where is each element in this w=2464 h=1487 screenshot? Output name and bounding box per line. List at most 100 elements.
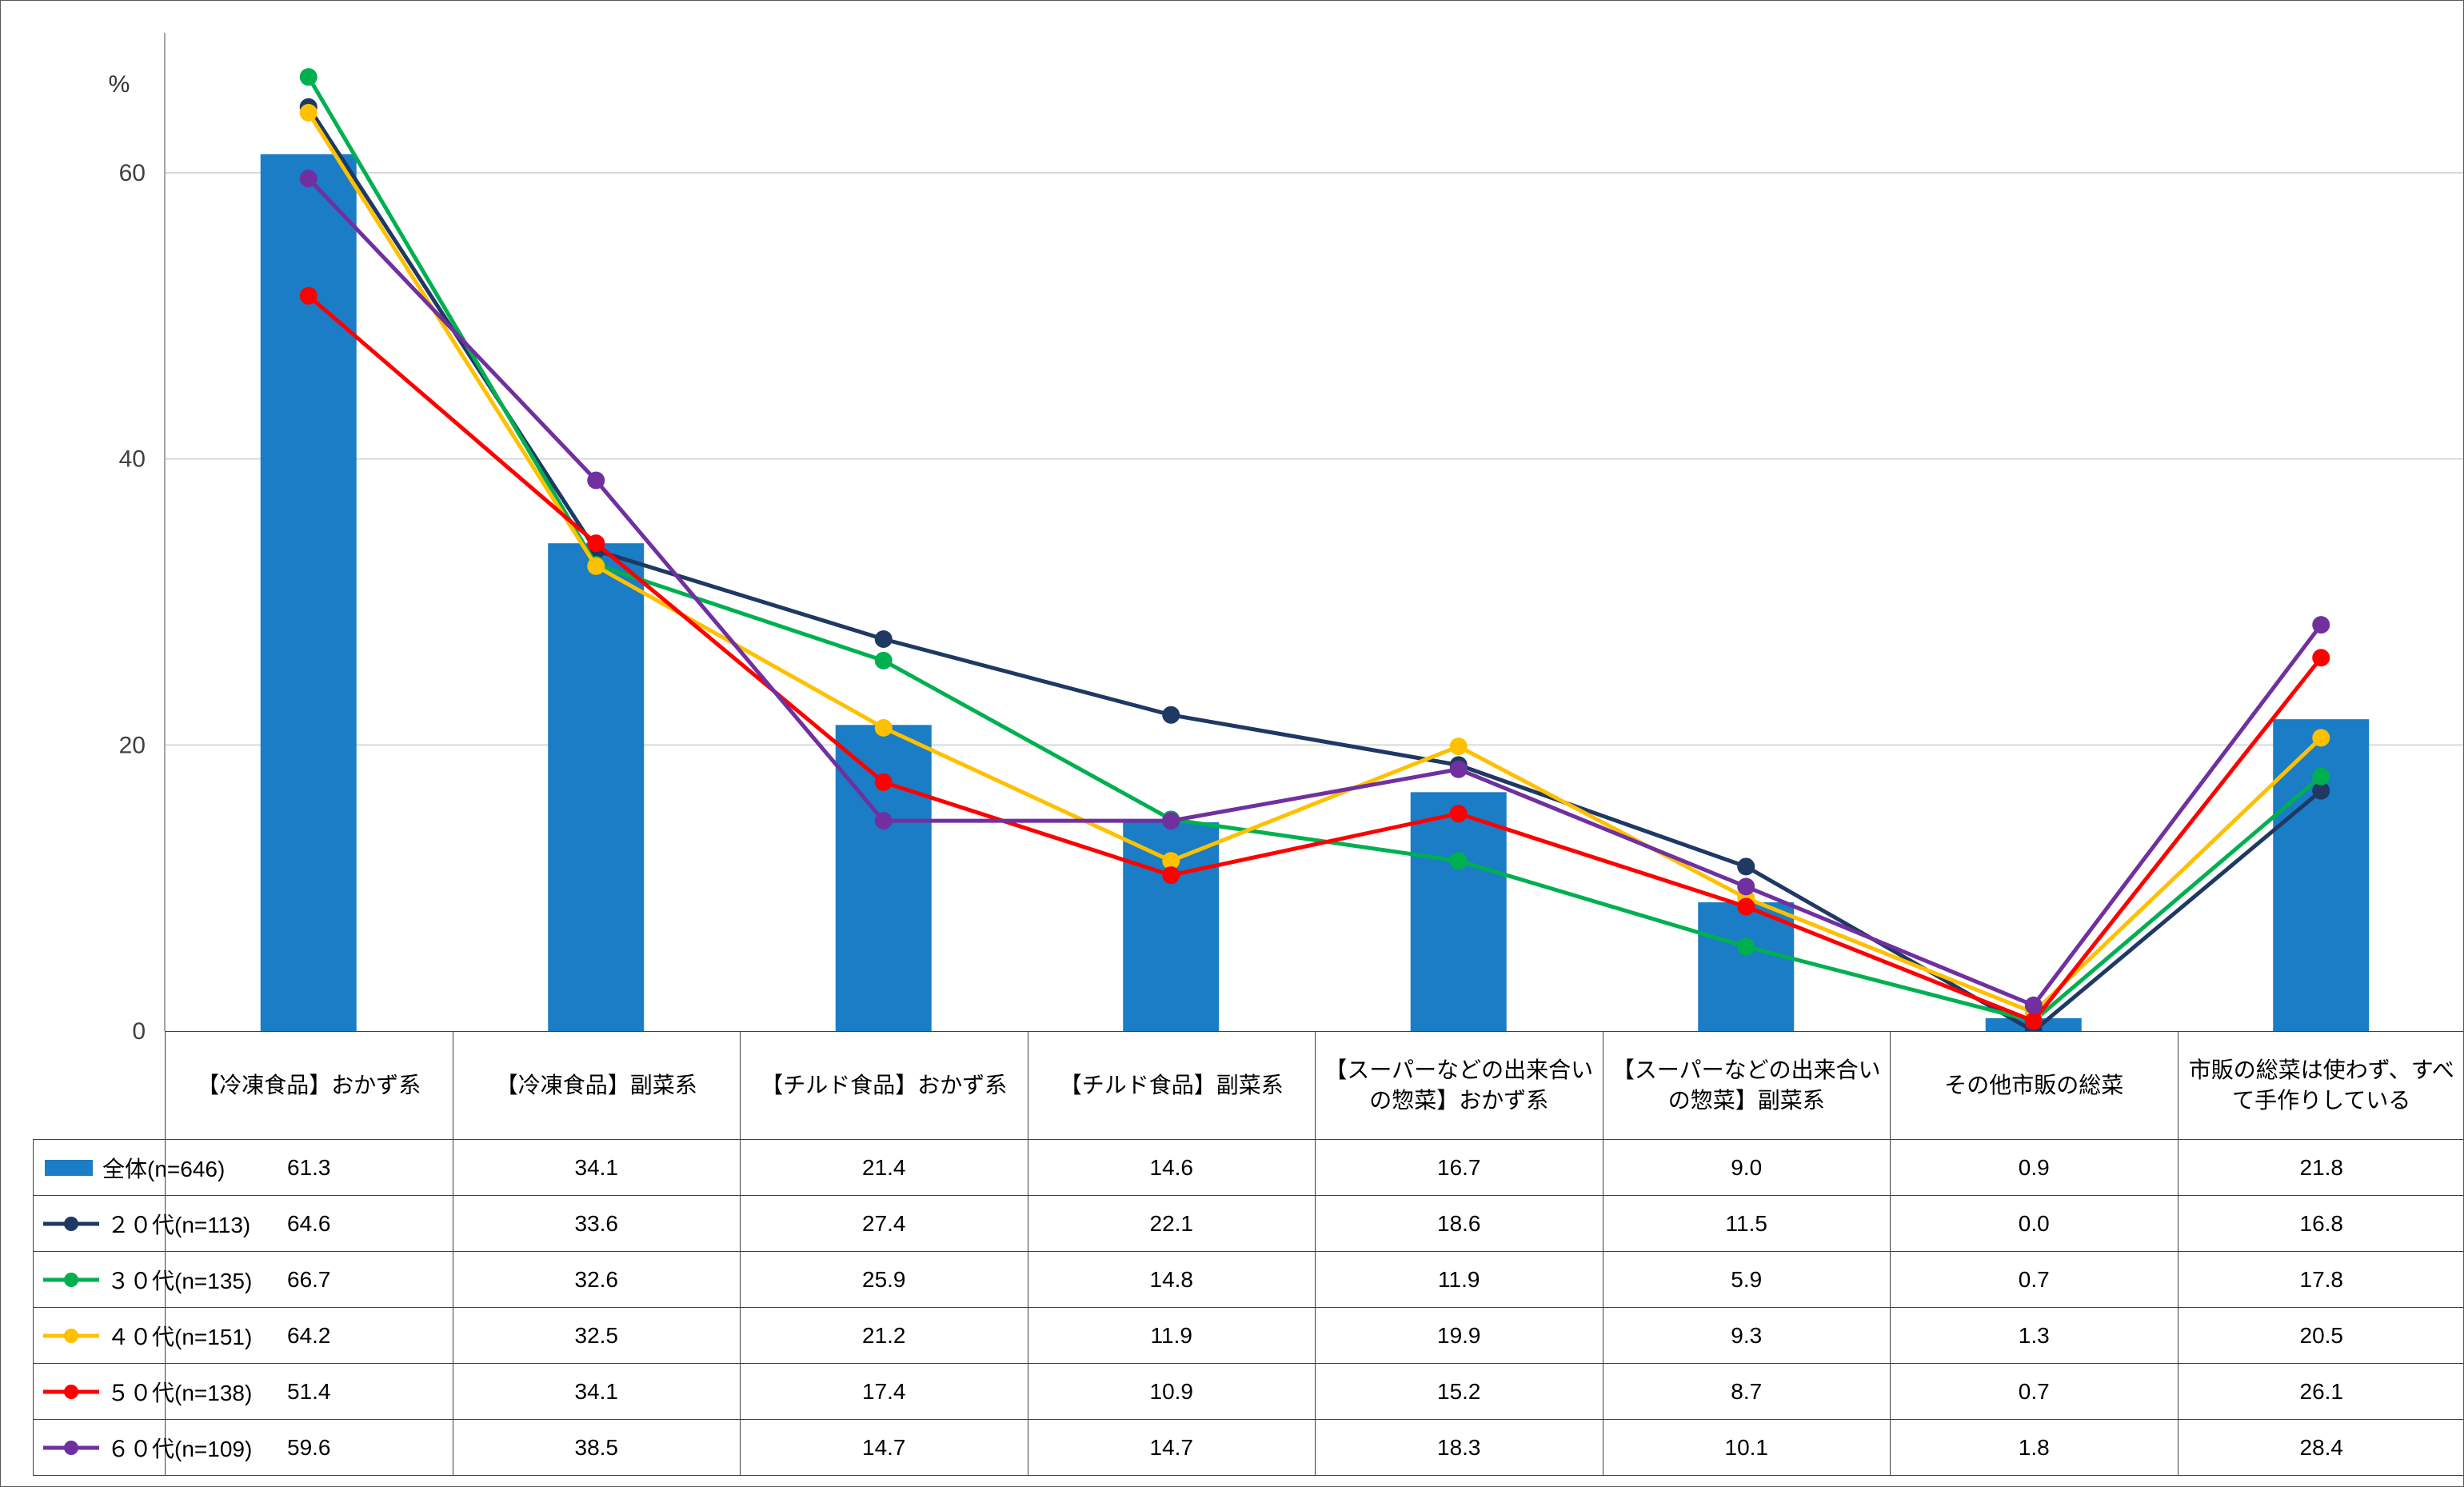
data-point-marker [1737,937,1755,956]
y-axis-unit-label: % [108,71,130,98]
value-cell: 27.4 [740,1195,1028,1252]
value-cell: 10.9 [1027,1363,1316,1420]
value-cell: 59.6 [165,1419,453,1476]
y-tick-label: 40 [119,446,146,473]
value-cell: 32.6 [452,1251,741,1308]
bar-series [260,154,2370,1031]
category-header: 【チルド食品】副菜系 [1027,1031,1316,1140]
category-header: その他市販の総菜 [1890,1031,2178,1140]
value-cell: 0.0 [1890,1195,2178,1252]
value-cell: 61.3 [165,1139,453,1196]
data-point-marker [587,557,605,575]
legend-line-swatch [43,1328,99,1343]
data-point-marker [874,812,893,830]
data-point-marker [587,534,605,553]
value-cell: 0.9 [1890,1139,2178,1196]
y-tick-label: 20 [119,732,146,758]
data-point-marker [2024,996,2043,1014]
data-point-marker [874,651,893,670]
value-cell: 5.9 [1602,1251,1891,1308]
value-cell: 1.3 [1890,1307,2178,1364]
data-point-marker [1737,897,1755,916]
line-series [299,170,2330,1014]
bar [548,543,645,1031]
data-point-marker [2312,729,2330,747]
category-header-row: 【冷凍食品】おかず系 【冷凍食品】副菜系 【チルド食品】おかず系 【チルド食品】副菜系… [34,1031,2463,1140]
category-header: 【冷凍食品】副菜系 [452,1031,741,1140]
y-tick-label: 0 [132,1018,146,1045]
data-point-marker [1449,805,1468,823]
data-table: 【冷凍食品】おかず系 【冷凍食品】副菜系 【チルド食品】おかず系 【チルド食品】副菜系… [33,1031,2463,1476]
table-row: ３０代(n=135) 66.7 32.6 25.9 14.8 11.9 5.9 0.7 17.8 [33,1251,2463,1308]
data-point-marker [1737,877,1755,896]
value-cell: 19.9 [1315,1307,1603,1364]
bar [260,154,357,1031]
data-point-marker [1449,852,1468,870]
legend-cell: ３０代(n=135) [33,1251,252,1308]
bar [1698,902,1795,1031]
value-cell: 16.8 [2177,1195,2463,1252]
legend-cell: ４０代(n=151) [33,1307,252,1364]
data-point-marker [299,68,317,86]
category-header: 【スーパーなどの出来合いの惣菜】おかず系 [1315,1031,1603,1140]
legend-cell: ５０代(n=138) [33,1363,252,1420]
legend-cell: 全体(n=646) [33,1139,225,1196]
value-cell: 17.4 [740,1363,1028,1420]
value-cell: 18.3 [1315,1419,1603,1476]
series-name: 全体(n=646) [102,1156,226,1181]
value-cell: 22.1 [1027,1195,1316,1252]
value-cell: 0.7 [1890,1251,2178,1308]
data-point-marker [1162,812,1180,830]
table-corner-blank [34,1032,166,1140]
data-point-marker [1162,706,1180,724]
value-cell: 38.5 [452,1419,741,1476]
value-cell: 21.4 [740,1139,1028,1196]
value-cell: 51.4 [165,1363,453,1420]
category-header: 【チルド食品】おかず系 [740,1031,1028,1140]
category-header: 【冷凍食品】おかず系 [165,1031,453,1140]
value-cell: 18.6 [1315,1195,1603,1252]
value-cell: 34.1 [452,1139,741,1196]
data-point-marker [2312,767,2330,785]
data-point-marker [299,286,317,305]
data-point-marker [1737,857,1755,876]
value-cell: 14.6 [1027,1139,1316,1196]
value-cell: 21.8 [2177,1139,2463,1196]
value-cell: 8.7 [1602,1363,1891,1420]
data-point-marker [874,630,893,648]
value-cell: 14.8 [1027,1251,1316,1308]
value-cell: 0.7 [1890,1363,2178,1420]
data-point-marker [1162,852,1180,870]
series-name: ３０代(n=135) [107,1268,253,1293]
data-point-marker [299,103,317,122]
data-point-marker [1162,866,1180,885]
value-cell: 11.5 [1602,1195,1891,1252]
plot-area: 0 20 40 60 [1,1,2463,1045]
table-row: ５０代(n=138) 51.4 34.1 17.4 10.9 15.2 8.7 0.7 26.1 [33,1363,2463,1420]
data-point-marker [1449,738,1468,756]
value-cell: 10.1 [1602,1419,1891,1476]
table-row: ２０代(n=113) 64.6 33.6 27.4 22.1 18.6 11.5 0.0 16.… [33,1195,2463,1252]
value-cell: 21.2 [740,1307,1028,1364]
series-name: ５０代(n=138) [107,1380,253,1405]
value-cell: 28.4 [2177,1419,2463,1476]
bar [1410,792,1507,1031]
legend-line-swatch [43,1384,99,1399]
value-cell: 14.7 [740,1419,1028,1476]
legend-cell: ２０代(n=113) [33,1195,250,1252]
data-point-marker [1449,760,1468,778]
legend-line-swatch [43,1440,99,1455]
value-cell: 11.9 [1027,1307,1316,1364]
value-cell: 15.2 [1315,1363,1603,1420]
table-row: 全体(n=646) 61.3 34.1 21.4 14.6 16.7 9.0 0.9 21.8 [33,1139,2463,1196]
value-cell: 64.2 [165,1307,453,1364]
legend-cell: ６０代(n=109) [33,1419,252,1476]
data-point-marker [299,170,317,188]
data-point-marker [874,773,893,791]
data-point-marker [874,718,893,737]
data-point-marker [2312,649,2330,667]
data-point-marker [2312,616,2330,634]
category-header: 【スーパーなどの出来合いの惣菜】副菜系 [1602,1031,1891,1140]
table-row: ４０代(n=151) 64.2 32.5 21.2 11.9 19.9 9.3 1.3 20.5 [33,1307,2463,1364]
